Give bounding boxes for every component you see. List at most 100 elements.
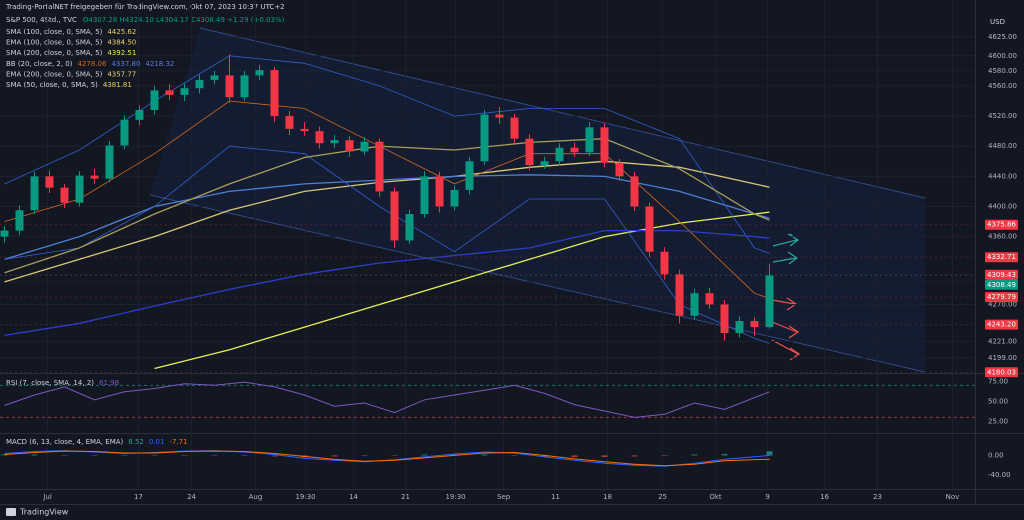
candle-body [345,140,354,152]
candle-body [225,75,234,98]
legend-name: SMA (50, close, 0, SMA, 5) [6,81,98,89]
candle-body [750,321,759,328]
y-tick-label: 4600.00 [988,52,1017,60]
candle-body [720,304,729,334]
candle-body [420,176,429,215]
macd-histogram [661,455,668,456]
candle-body [180,88,189,95]
macd-histogram [631,455,638,457]
price-badge-label: 4375.86 [987,221,1016,229]
price-badge-label: 4309.43 [987,271,1016,279]
candle-body [570,147,579,153]
candle-body [135,110,144,120]
x-tick-label: 9 [765,493,769,501]
x-tick-label: 11 [551,493,560,501]
candle-body [120,119,129,146]
candle-body [45,176,54,188]
y-tick-label: 4625.00 [988,33,1017,41]
macd-histogram [121,455,128,456]
candle-body [465,161,474,190]
y-tick-label: 4270.00 [988,300,1017,308]
price-badge-label: 4279.79 [987,293,1016,301]
forecast-arrows [771,233,801,361]
candle-body [450,189,459,207]
candle-body [300,128,309,132]
macd-histogram [691,454,698,456]
y-tick-label: 0.00 [988,451,1004,459]
candle-body [540,161,549,166]
price-badge-label: 4243.20 [987,321,1016,329]
x-tick-label: 14 [349,493,358,501]
candle-body [675,274,684,316]
legend-value: 4278.06 [78,60,107,68]
price-badge-label: 4332.71 [987,253,1016,261]
currency: USD [990,18,1005,26]
y-tick-label: 4480.00 [988,142,1017,150]
rsi-line [4,381,770,418]
x-tick-label: Nov [946,493,960,501]
macd-histogram [361,455,368,456]
candle-body [435,176,444,207]
trend-channel [150,28,925,372]
price-badge-label: 4308.49 [987,281,1016,289]
price-badge-label: 4180.03 [987,368,1016,376]
x-tick-label: 21 [401,493,410,501]
channel-upper [199,27,926,199]
candle-body [480,114,489,162]
candle-body [495,114,504,118]
y-tick-label: 4360.00 [988,233,1017,241]
moving-average [4,174,770,260]
y-tick-label: 4199.00 [988,354,1017,362]
legend-name: EMA (100, close, 0, SMA, 5) [6,39,103,47]
quote: O4307.28 H4324.10 L4304.17 C4308.49 +1.2… [83,16,285,24]
macd-histogram [1,454,8,456]
y-tick-label: 4440.00 [988,172,1017,180]
candle-body [75,175,84,203]
candle-body [360,141,369,152]
legend-name: RSI (7, close, SMA, 14, 2) [6,379,94,387]
x-tick-label: 19:30 [445,493,465,501]
y-tick-label: 50.00 [988,397,1008,405]
macd-histogram [391,454,398,456]
legend-name: BB (20, close, 2, 0) [6,60,73,68]
arrow-up [772,257,797,263]
y-tick-label: 25.00 [988,417,1008,425]
macd-histogram [511,455,518,456]
arrow-down [788,325,800,339]
legend-value: 4337.80 [111,60,140,68]
candle-body [165,90,174,95]
x-tick-label: Sep [497,493,511,501]
legend-value: 4425.62 [107,28,136,36]
legend-value: 61.98 [99,379,119,387]
candle-body [525,138,534,166]
legend-value: 0.01 [149,438,165,446]
macd-histogram [766,451,773,456]
legend-value: 8.52 [128,438,144,446]
legend-value: 4392.51 [107,49,136,57]
y-tick-label: 4221.00 [988,337,1017,345]
candle-body [150,90,159,111]
y-tick-label: -40.00 [988,471,1011,479]
macd-histogram [241,455,248,456]
candle-body [30,176,39,211]
candle-body [705,293,714,305]
price-badge [985,252,1018,263]
price-badge [985,319,1018,330]
legend-name: SMA (200, close, 0, SMA, 5) [6,49,103,57]
macd-histogram [61,454,68,456]
macd-histogram [721,453,728,456]
candle-body [585,127,594,153]
brand-logo: TradingView [6,508,69,517]
macd-histogram [271,455,278,457]
y-tick-label: 4400.00 [988,202,1017,210]
candle-body [90,175,99,179]
legend-name: SMA (100, close, 0, SMA, 5) [6,28,103,36]
candle-body [270,70,279,117]
legend-value: -7.71 [169,438,187,446]
candle-body [375,141,384,192]
macd-histogram [571,455,578,457]
candle-body [600,127,609,163]
candle-body [255,70,264,76]
